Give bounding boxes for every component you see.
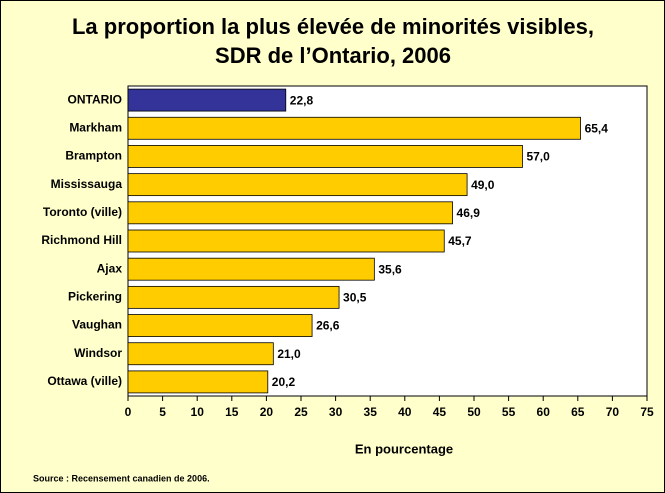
- data-label: 20,2: [272, 375, 296, 389]
- y-tick-label: Windsor: [74, 346, 122, 360]
- bar: [127, 342, 274, 366]
- x-tick-label: 45: [433, 405, 447, 419]
- y-tick-label: Ajax: [97, 261, 123, 275]
- data-label: 46,9: [457, 206, 481, 220]
- y-tick-label: Vaughan: [72, 318, 122, 332]
- bar: [127, 201, 453, 225]
- x-tick-label: 65: [571, 405, 585, 419]
- x-tick-label: 0: [125, 405, 132, 419]
- y-tick-label: ONTARIO: [68, 92, 122, 106]
- x-tick-label: 15: [225, 405, 239, 419]
- bar: [127, 116, 581, 140]
- data-label: 22,8: [290, 93, 314, 107]
- data-label: 21,0: [277, 347, 301, 361]
- data-label: 26,6: [316, 319, 340, 333]
- data-label: 30,5: [343, 291, 367, 305]
- data-label: 57,0: [526, 150, 550, 164]
- x-tick-label: 25: [294, 405, 308, 419]
- x-axis-label: En pourcentage: [355, 441, 453, 456]
- x-tick-label: 10: [191, 405, 205, 419]
- x-tick-label: 40: [398, 405, 412, 419]
- y-tick-label: Toronto (ville): [43, 205, 122, 219]
- bar: [127, 257, 375, 281]
- data-label: 65,4: [585, 121, 609, 135]
- bar: [127, 285, 340, 309]
- data-label: 35,6: [378, 262, 402, 276]
- x-tick-label: 55: [502, 405, 516, 419]
- y-tick-label: Richmond Hill: [41, 233, 122, 247]
- x-tick-label: 35: [364, 405, 378, 419]
- bar: [127, 314, 313, 337]
- y-tick-label: Ottawa (ville): [47, 374, 122, 388]
- chart-title: La proportion la plus élevée de minorité…: [72, 14, 594, 39]
- bar: [127, 173, 468, 197]
- x-tick-label: 70: [606, 405, 620, 419]
- y-tick-label: Mississauga: [51, 177, 123, 191]
- bar: [127, 88, 287, 112]
- y-tick-label: Pickering: [68, 290, 122, 304]
- y-tick-label: Markham: [69, 120, 122, 134]
- data-label: 49,0: [471, 178, 495, 192]
- x-tick-label: 5: [159, 405, 166, 419]
- bar: [127, 145, 523, 168]
- x-tick-label: 30: [329, 405, 343, 419]
- x-tick-label: 50: [467, 405, 481, 419]
- y-tick-label: Brampton: [65, 149, 122, 163]
- x-tick-label: 60: [537, 405, 551, 419]
- bar: [127, 229, 445, 253]
- source: Source : Recensement canadien de 2006.: [33, 473, 210, 483]
- chart-title: SDR de l’Ontario, 2006: [215, 43, 451, 68]
- x-tick-label: 75: [640, 405, 654, 419]
- bar: [127, 370, 269, 394]
- x-tick-label: 20: [260, 405, 274, 419]
- data-label: 45,7: [448, 234, 472, 248]
